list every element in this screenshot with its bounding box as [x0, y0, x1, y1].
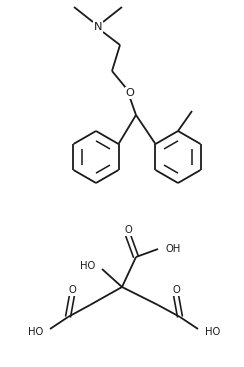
Text: O: O	[126, 88, 134, 98]
Text: HO: HO	[28, 327, 43, 337]
Text: OH: OH	[165, 244, 180, 254]
Text: HO: HO	[205, 327, 220, 337]
Text: HO: HO	[80, 261, 95, 271]
Text: O: O	[68, 285, 76, 295]
Text: N: N	[94, 22, 102, 32]
Text: O: O	[124, 225, 132, 235]
Text: O: O	[172, 285, 180, 295]
